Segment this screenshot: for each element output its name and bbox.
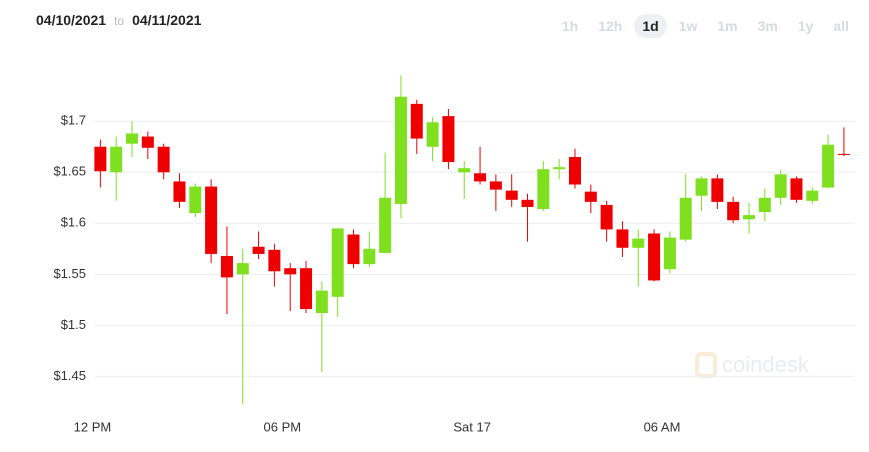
candle-body xyxy=(410,103,423,139)
candle-body xyxy=(474,173,487,182)
y-tick-label: $1.65 xyxy=(53,164,86,179)
range-button[interactable]: 3m xyxy=(757,18,778,34)
watermark: coindesk xyxy=(695,352,810,378)
candle-body xyxy=(553,167,566,170)
candle-body xyxy=(632,238,645,248)
candle-body xyxy=(284,268,297,275)
candle-body xyxy=(711,178,724,202)
x-tick-label: Sat 17 xyxy=(453,419,491,434)
candle-body xyxy=(379,197,392,253)
range-button[interactable]: 1d xyxy=(634,14,667,38)
y-tick-label: $1.5 xyxy=(61,317,86,332)
candle-body xyxy=(663,237,676,270)
watermark-text: coindesk xyxy=(722,352,810,377)
candle-body xyxy=(568,156,581,185)
range-button[interactable]: all xyxy=(833,18,849,34)
candle-body xyxy=(331,228,344,297)
y-tick-label: $1.45 xyxy=(53,368,86,383)
date-to: 04/11/2021 xyxy=(132,12,202,28)
candle-body xyxy=(300,268,313,310)
date-range: 04/10/2021 to 04/11/2021 xyxy=(36,12,201,28)
candle-body xyxy=(458,168,471,173)
candle-body xyxy=(616,229,629,248)
range-button[interactable]: 12h xyxy=(598,18,623,34)
range-button[interactable]: 1m xyxy=(717,18,738,34)
range-selector: 1h 12h 1d 1w 1m 3m 1y all xyxy=(554,14,857,38)
candle-body xyxy=(537,169,550,210)
date-from: 04/10/2021 xyxy=(36,12,107,28)
candle-body xyxy=(600,204,613,230)
candle-body xyxy=(774,174,787,198)
candle-body xyxy=(173,181,186,202)
candle-body xyxy=(790,178,803,200)
candle-body xyxy=(743,215,756,220)
candle-body xyxy=(157,146,170,173)
candle-body xyxy=(205,186,218,254)
candle-body xyxy=(695,178,708,196)
date-separator: to xyxy=(114,14,125,28)
range-button[interactable]: 1y xyxy=(797,18,814,34)
candle-body xyxy=(837,153,850,155)
candle-body xyxy=(126,133,139,144)
candle-body xyxy=(679,197,692,240)
candle-body xyxy=(521,199,534,207)
candle-body xyxy=(822,144,835,188)
candle-body xyxy=(584,191,597,202)
candle-body xyxy=(489,181,502,190)
candle-body xyxy=(268,249,281,272)
x-tick-label: 12 PM xyxy=(74,419,112,434)
candle-body xyxy=(648,233,661,281)
candle-body xyxy=(727,201,740,221)
candle-body xyxy=(363,248,376,265)
candle-body xyxy=(426,122,439,147)
candle-body xyxy=(141,136,154,148)
candle-body xyxy=(347,234,360,265)
candle-body xyxy=(220,255,233,278)
candle-body xyxy=(394,96,407,204)
candle-body xyxy=(252,246,265,254)
range-button[interactable]: 1w xyxy=(678,18,698,34)
candle-body xyxy=(315,290,328,314)
candle-body xyxy=(94,146,107,172)
y-tick-label: $1.6 xyxy=(61,215,86,230)
y-tick-label: $1.55 xyxy=(53,266,86,281)
candle-body xyxy=(442,116,455,163)
candle-body xyxy=(189,186,202,214)
candle-body xyxy=(505,190,518,200)
watermark-icon xyxy=(695,352,717,378)
candle-body xyxy=(236,263,249,275)
candle-body xyxy=(110,146,123,173)
range-button[interactable]: 1h xyxy=(561,18,579,34)
x-tick-label: 06 AM xyxy=(644,419,681,434)
y-tick-label: $1.7 xyxy=(61,113,86,128)
candle-body xyxy=(806,190,819,201)
candle-body xyxy=(758,197,771,213)
x-tick-label: 06 PM xyxy=(264,419,302,434)
